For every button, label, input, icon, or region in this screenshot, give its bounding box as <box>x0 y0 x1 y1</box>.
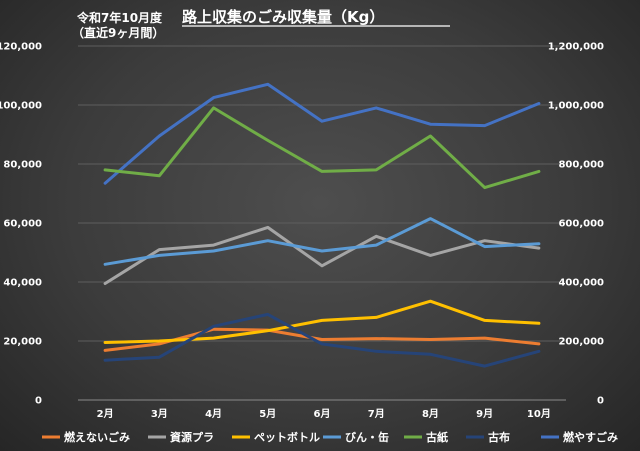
y-tick-right-0: 0 <box>597 396 604 407</box>
x-tick-4: 6月 <box>314 408 331 420</box>
y-tick-left-4: 80,000 <box>3 160 42 171</box>
legend: 燃えないごみ 資源プラ ペットボトル びん・缶 古紙 古布 燃やすごみ <box>42 430 618 444</box>
series-line-1 <box>103 225 541 285</box>
x-tick-0: 2月 <box>97 408 114 420</box>
legend-label-6: 燃やすごみ <box>562 430 618 444</box>
y-tick-left-1: 20,000 <box>3 337 42 348</box>
x-axis: 2月 3月 4月 5月 6月 7月 8月 9月 10月 <box>97 408 551 420</box>
legend-label-1: 資源プラ <box>170 430 214 444</box>
y-tick-left-0: 0 <box>35 396 42 407</box>
legend-label-0: 燃えないごみ <box>63 430 130 444</box>
x-tick-6: 8月 <box>422 408 439 420</box>
x-tick-5: 7月 <box>368 408 385 420</box>
y-tick-left-5: 100,000 <box>0 101 42 112</box>
legend-label-3: びん・缶 <box>345 430 389 444</box>
series-lines <box>103 82 541 368</box>
y-axis-left: 0 20,000 40,000 60,000 80,000 100,000 120,000 <box>0 42 42 407</box>
legend-label-5: 古布 <box>488 430 510 444</box>
y-tick-right-3: 600,000 <box>558 219 604 230</box>
series-line-4 <box>103 106 541 190</box>
series-line-5 <box>103 312 541 368</box>
y-tick-left-6: 120,000 <box>0 42 42 53</box>
y-tick-right-4: 800,000 <box>558 160 604 171</box>
chart-subtitle-line-1: 令和7年10月度 <box>76 10 163 25</box>
x-tick-8: 10月 <box>527 408 551 420</box>
gridlines <box>78 45 566 401</box>
x-tick-2: 4月 <box>205 408 222 420</box>
chart-subtitle-line-2: （直近9ヶ月間） <box>72 25 164 40</box>
x-tick-7: 9月 <box>476 408 493 420</box>
x-tick-3: 5月 <box>259 408 276 420</box>
series-line-2 <box>103 299 541 344</box>
y-axis-right: 0 200,000 400,000 600,000 800,000 1,000,000 1,… <box>548 42 604 407</box>
y-tick-left-3: 60,000 <box>3 219 42 230</box>
chart-title: 路上収集のごみ収集量（Kg） <box>182 8 384 26</box>
x-tick-1: 3月 <box>151 408 168 420</box>
y-tick-right-1: 200,000 <box>558 337 604 348</box>
y-tick-left-2: 40,000 <box>3 278 42 289</box>
legend-label-4: 古紙 <box>426 430 448 444</box>
y-tick-right-5: 1,000,000 <box>548 101 604 112</box>
series-line-6 <box>103 82 541 185</box>
y-tick-right-2: 400,000 <box>558 278 604 289</box>
legend-label-2: ペットボトル <box>254 430 320 444</box>
series-line-3 <box>103 217 541 266</box>
y-tick-right-6: 1,200,000 <box>548 42 604 53</box>
